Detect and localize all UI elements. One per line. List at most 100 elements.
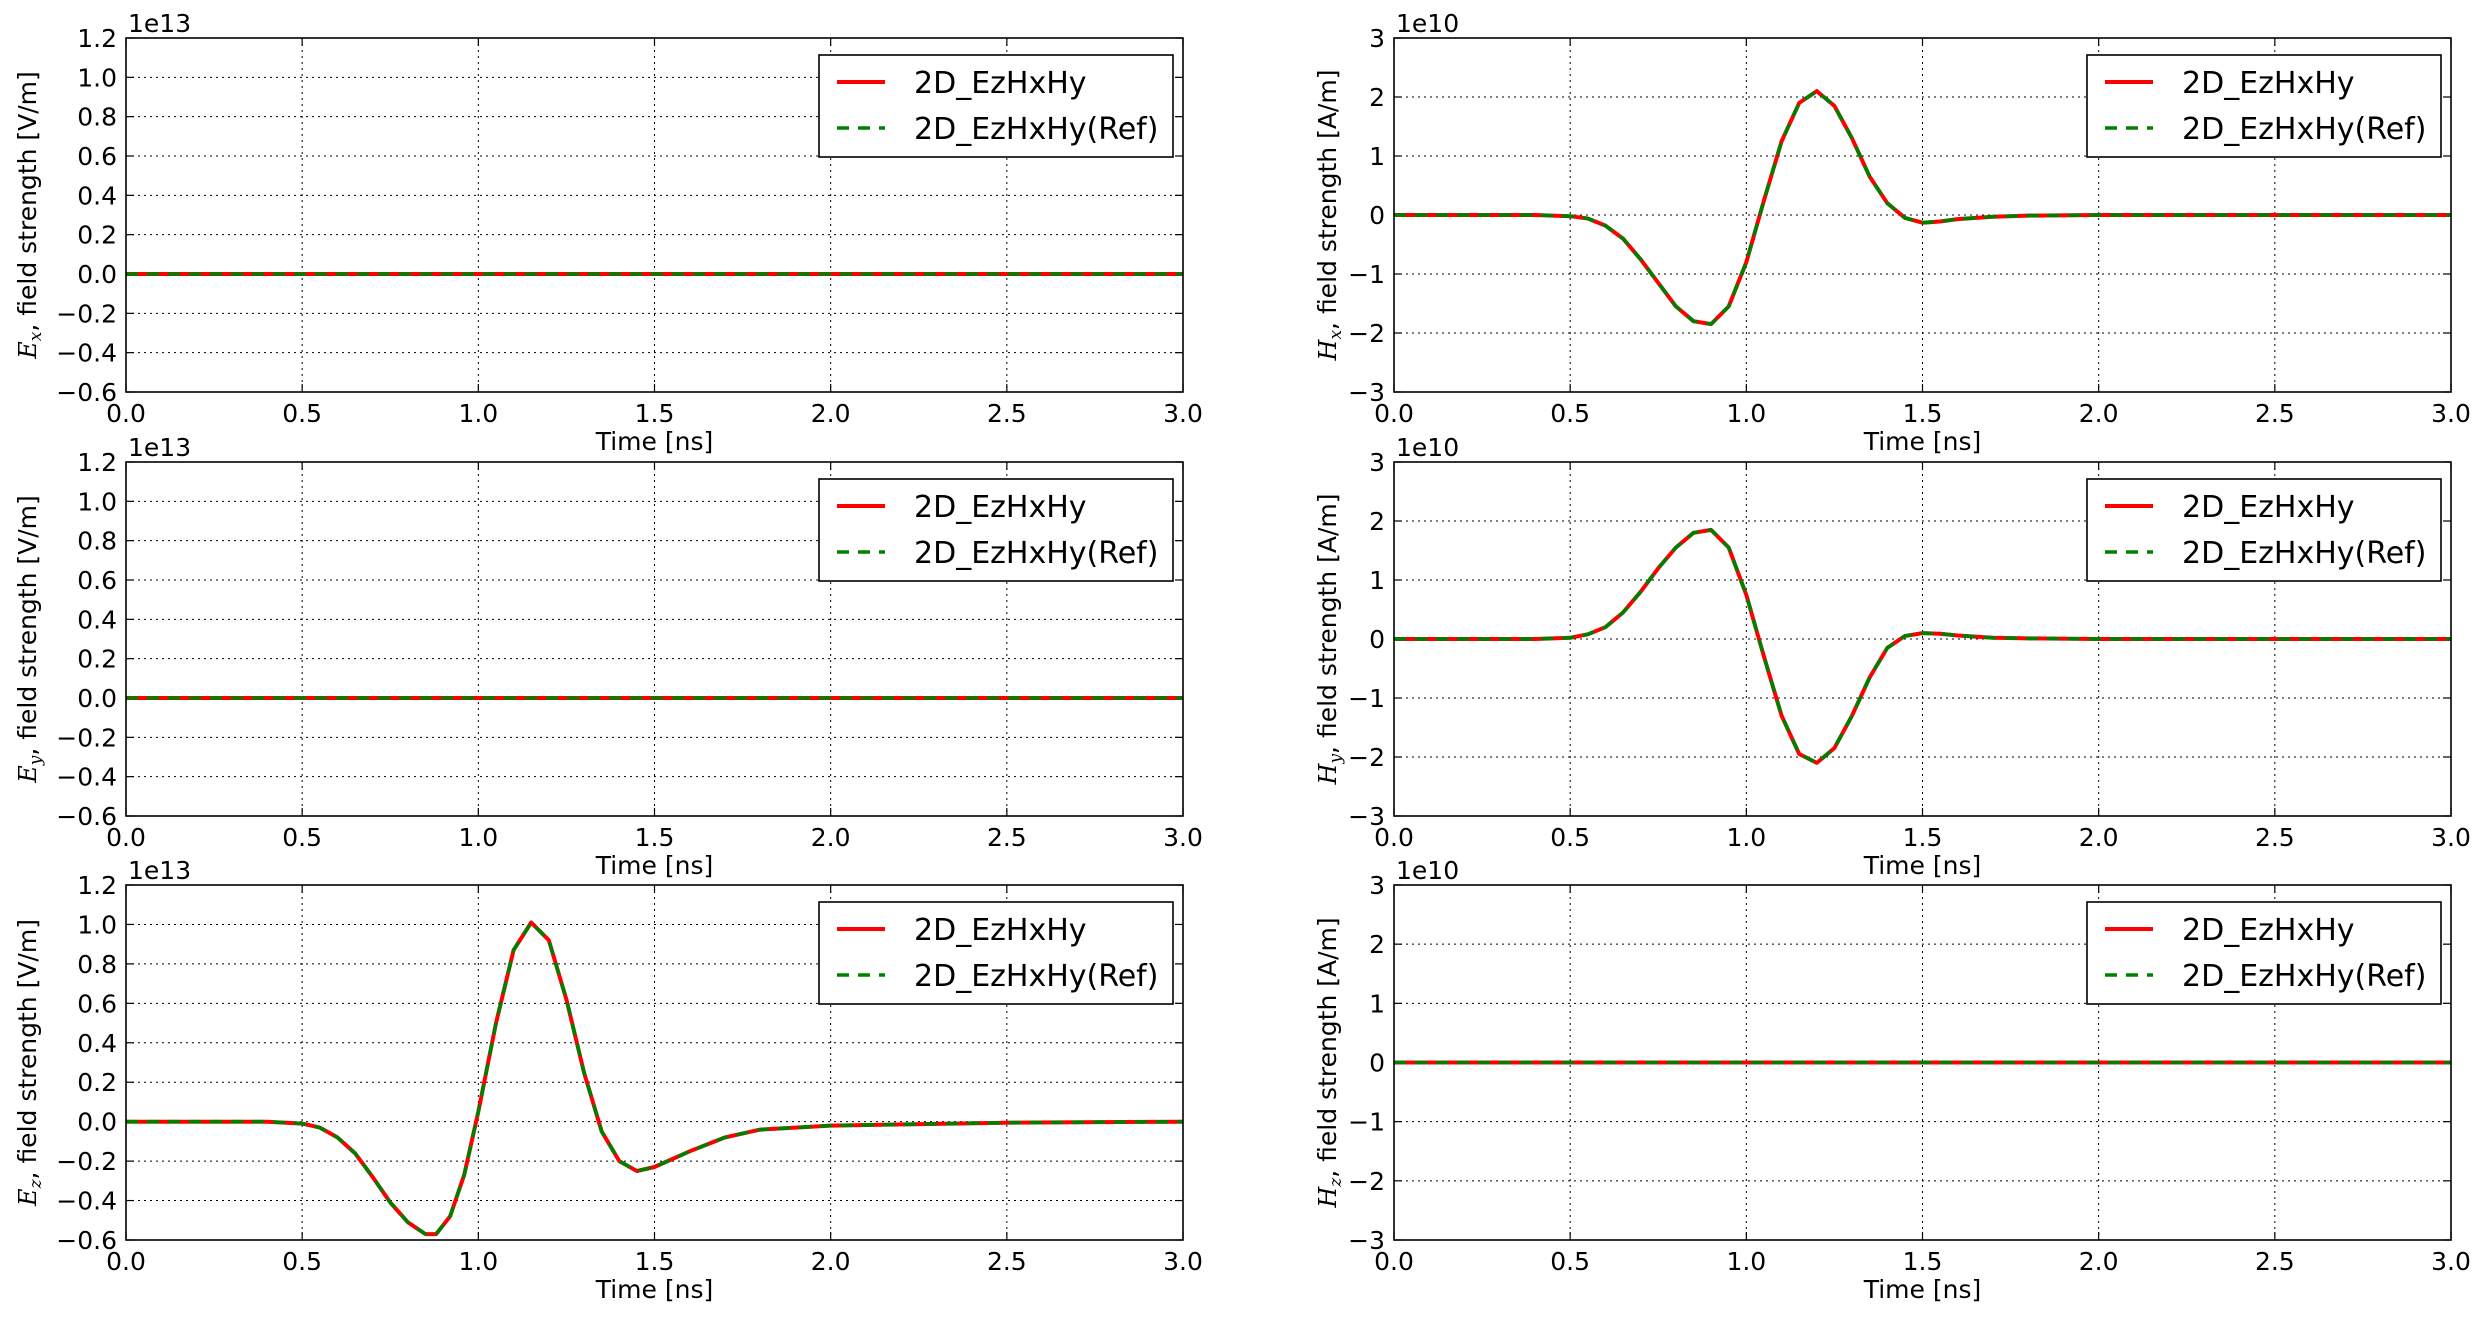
y-tick-label: 0.4 (77, 605, 117, 634)
x-tick-label: 2.0 (811, 1247, 851, 1276)
x-tick-label: 3.0 (2431, 823, 2471, 852)
x-tick-label: 2.0 (811, 399, 851, 428)
y-axis-label-subscript: x (26, 331, 46, 341)
y-axis-label-text: , field strength [A/m] (1313, 70, 1342, 330)
x-tick-label: 1.0 (1726, 399, 1766, 428)
x-tick-label: 3.0 (2431, 399, 2471, 428)
x-tick-label: 0.5 (282, 823, 322, 852)
axes-frame (125, 884, 1184, 1241)
y-axis-label-text: , field strength [A/m] (1313, 917, 1342, 1177)
x-tick-label: 0.0 (1374, 823, 1414, 852)
x-tick-label: 3.0 (1163, 823, 1203, 852)
y-tick-label: −3 (1348, 378, 1385, 407)
legend-box (2086, 901, 2442, 1005)
y-offset-text: 1e10 (1396, 433, 1459, 462)
legend-label: 2D_EzHxHy(Ref) (914, 536, 1158, 571)
y-tick-label: 2 (1369, 83, 1385, 112)
legend-label: 2D_EzHxHy(Ref) (2182, 536, 2426, 571)
y-tick-label: 0 (1369, 625, 1385, 654)
y-axis-label: Hy, field strength [A/m] (1313, 494, 1346, 786)
y-tick-label: 1.2 (77, 871, 117, 900)
y-offset-text: 1e10 (1396, 9, 1459, 38)
y-tick-label: −1 (1348, 684, 1385, 713)
y-tick-label: −0.4 (56, 339, 117, 368)
x-tick-label: 3.0 (2431, 1247, 2471, 1276)
subplot-5: 0.0 0.5 1.0 1.5 2.0 2.5 3.0 −0.6 −0.4 −0.2 0.0 0.2 0… (13, 856, 1203, 1304)
legend-label: 2D_EzHxHy (2182, 66, 2355, 101)
y-axis-label-symbol: H (1314, 338, 1342, 361)
x-tick-label: 1.0 (1726, 1247, 1766, 1276)
y-axis-label: Ex, field strength [V/m] (13, 71, 46, 360)
x-tick-label: 0.5 (282, 399, 322, 428)
y-axis-label-subscript: z (26, 1178, 46, 1189)
y-tick-label: 1 (1369, 989, 1385, 1018)
x-axis-label: Time [ns] (595, 1275, 714, 1304)
y-tick-label: −0.4 (56, 1187, 117, 1216)
y-axis-label-symbol: H (1314, 1186, 1342, 1209)
y-axis-label-text: , field strength [A/m] (1313, 494, 1342, 754)
x-tick-label: 0.5 (1550, 399, 1590, 428)
y-tick-label: 2 (1369, 930, 1385, 959)
y-axis-label-symbol: E (14, 341, 42, 360)
axes-frame (125, 37, 1184, 393)
axes-frame (1393, 461, 2452, 817)
x-tick-label: 1.5 (1903, 399, 1943, 428)
y-tick-label: 0.2 (77, 645, 117, 674)
legend: 2D_EzHxHy 2D_EzHxHy(Ref) (2086, 901, 2442, 1005)
series-line-reference (1394, 528, 2451, 765)
legend-box (818, 54, 1174, 158)
y-offset-text: 1e10 (1396, 856, 1459, 885)
x-tick-label: 1.5 (1903, 1247, 1943, 1276)
y-tick-label: 0.6 (77, 566, 117, 595)
y-tick-label: −3 (1348, 1226, 1385, 1255)
axes-frame (1393, 884, 2452, 1241)
x-tick-label: 1.0 (458, 823, 498, 852)
y-tick-label: 0 (1369, 201, 1385, 230)
y-tick-label: 1 (1369, 142, 1385, 171)
y-tick-label: 0.6 (77, 989, 117, 1018)
y-tick-label: −3 (1348, 802, 1385, 831)
y-tick-label: 3 (1369, 24, 1385, 53)
y-axis-label-text: , field strength [V/m] (13, 919, 42, 1179)
y-tick-label: 0.4 (77, 1029, 117, 1058)
y-tick-label: 0.6 (77, 142, 117, 171)
y-axis-label-text: , field strength [V/m] (13, 495, 42, 755)
y-tick-label: −2 (1348, 743, 1385, 772)
y-tick-label: 3 (1369, 871, 1385, 900)
x-tick-label: 0.5 (1550, 823, 1590, 852)
x-tick-label: 2.5 (2255, 823, 2295, 852)
series-line-reference (126, 920, 1183, 1236)
y-tick-label: 3 (1369, 448, 1385, 477)
y-tick-label: 1.2 (77, 448, 117, 477)
y-axis-label-symbol: H (1314, 762, 1342, 785)
x-tick-label: 0.5 (282, 1247, 322, 1276)
y-tick-label: 0.0 (77, 260, 117, 289)
y-tick-label: −0.2 (56, 723, 117, 752)
y-tick-label: 0.2 (77, 1068, 117, 1097)
legend: 2D_EzHxHy 2D_EzHxHy(Ref) (2086, 54, 2442, 158)
y-axis-label: Hx, field strength [A/m] (1313, 70, 1346, 362)
legend: 2D_EzHxHy 2D_EzHxHy(Ref) (2086, 478, 2442, 582)
y-tick-label: −0.6 (56, 1226, 117, 1255)
x-tick-label: 1.0 (458, 399, 498, 428)
x-axis-label: Time [ns] (595, 851, 714, 880)
y-tick-label: 1.0 (77, 910, 117, 939)
y-tick-label: 0 (1369, 1049, 1385, 1078)
legend-label: 2D_EzHxHy (2182, 913, 2355, 948)
x-tick-label: 0.0 (106, 1247, 146, 1276)
y-axis-label-symbol: E (14, 1188, 42, 1207)
y-tick-label: 0.0 (77, 684, 117, 713)
legend-box (2086, 478, 2442, 582)
y-offset-text: 1e13 (128, 856, 191, 885)
legend-label: 2D_EzHxHy (914, 66, 1087, 101)
y-axis-label: Ey, field strength [V/m] (13, 495, 46, 784)
y-axis-label-subscript: y (1326, 754, 1346, 765)
x-tick-label: 2.5 (987, 1247, 1027, 1276)
y-tick-label: 0.8 (77, 527, 117, 556)
y-tick-label: 0.0 (77, 1108, 117, 1137)
legend-label: 2D_EzHxHy (914, 913, 1087, 948)
legend-label: 2D_EzHxHy(Ref) (914, 112, 1158, 147)
legend-box (818, 901, 1174, 1005)
y-tick-label: −0.2 (56, 1147, 117, 1176)
